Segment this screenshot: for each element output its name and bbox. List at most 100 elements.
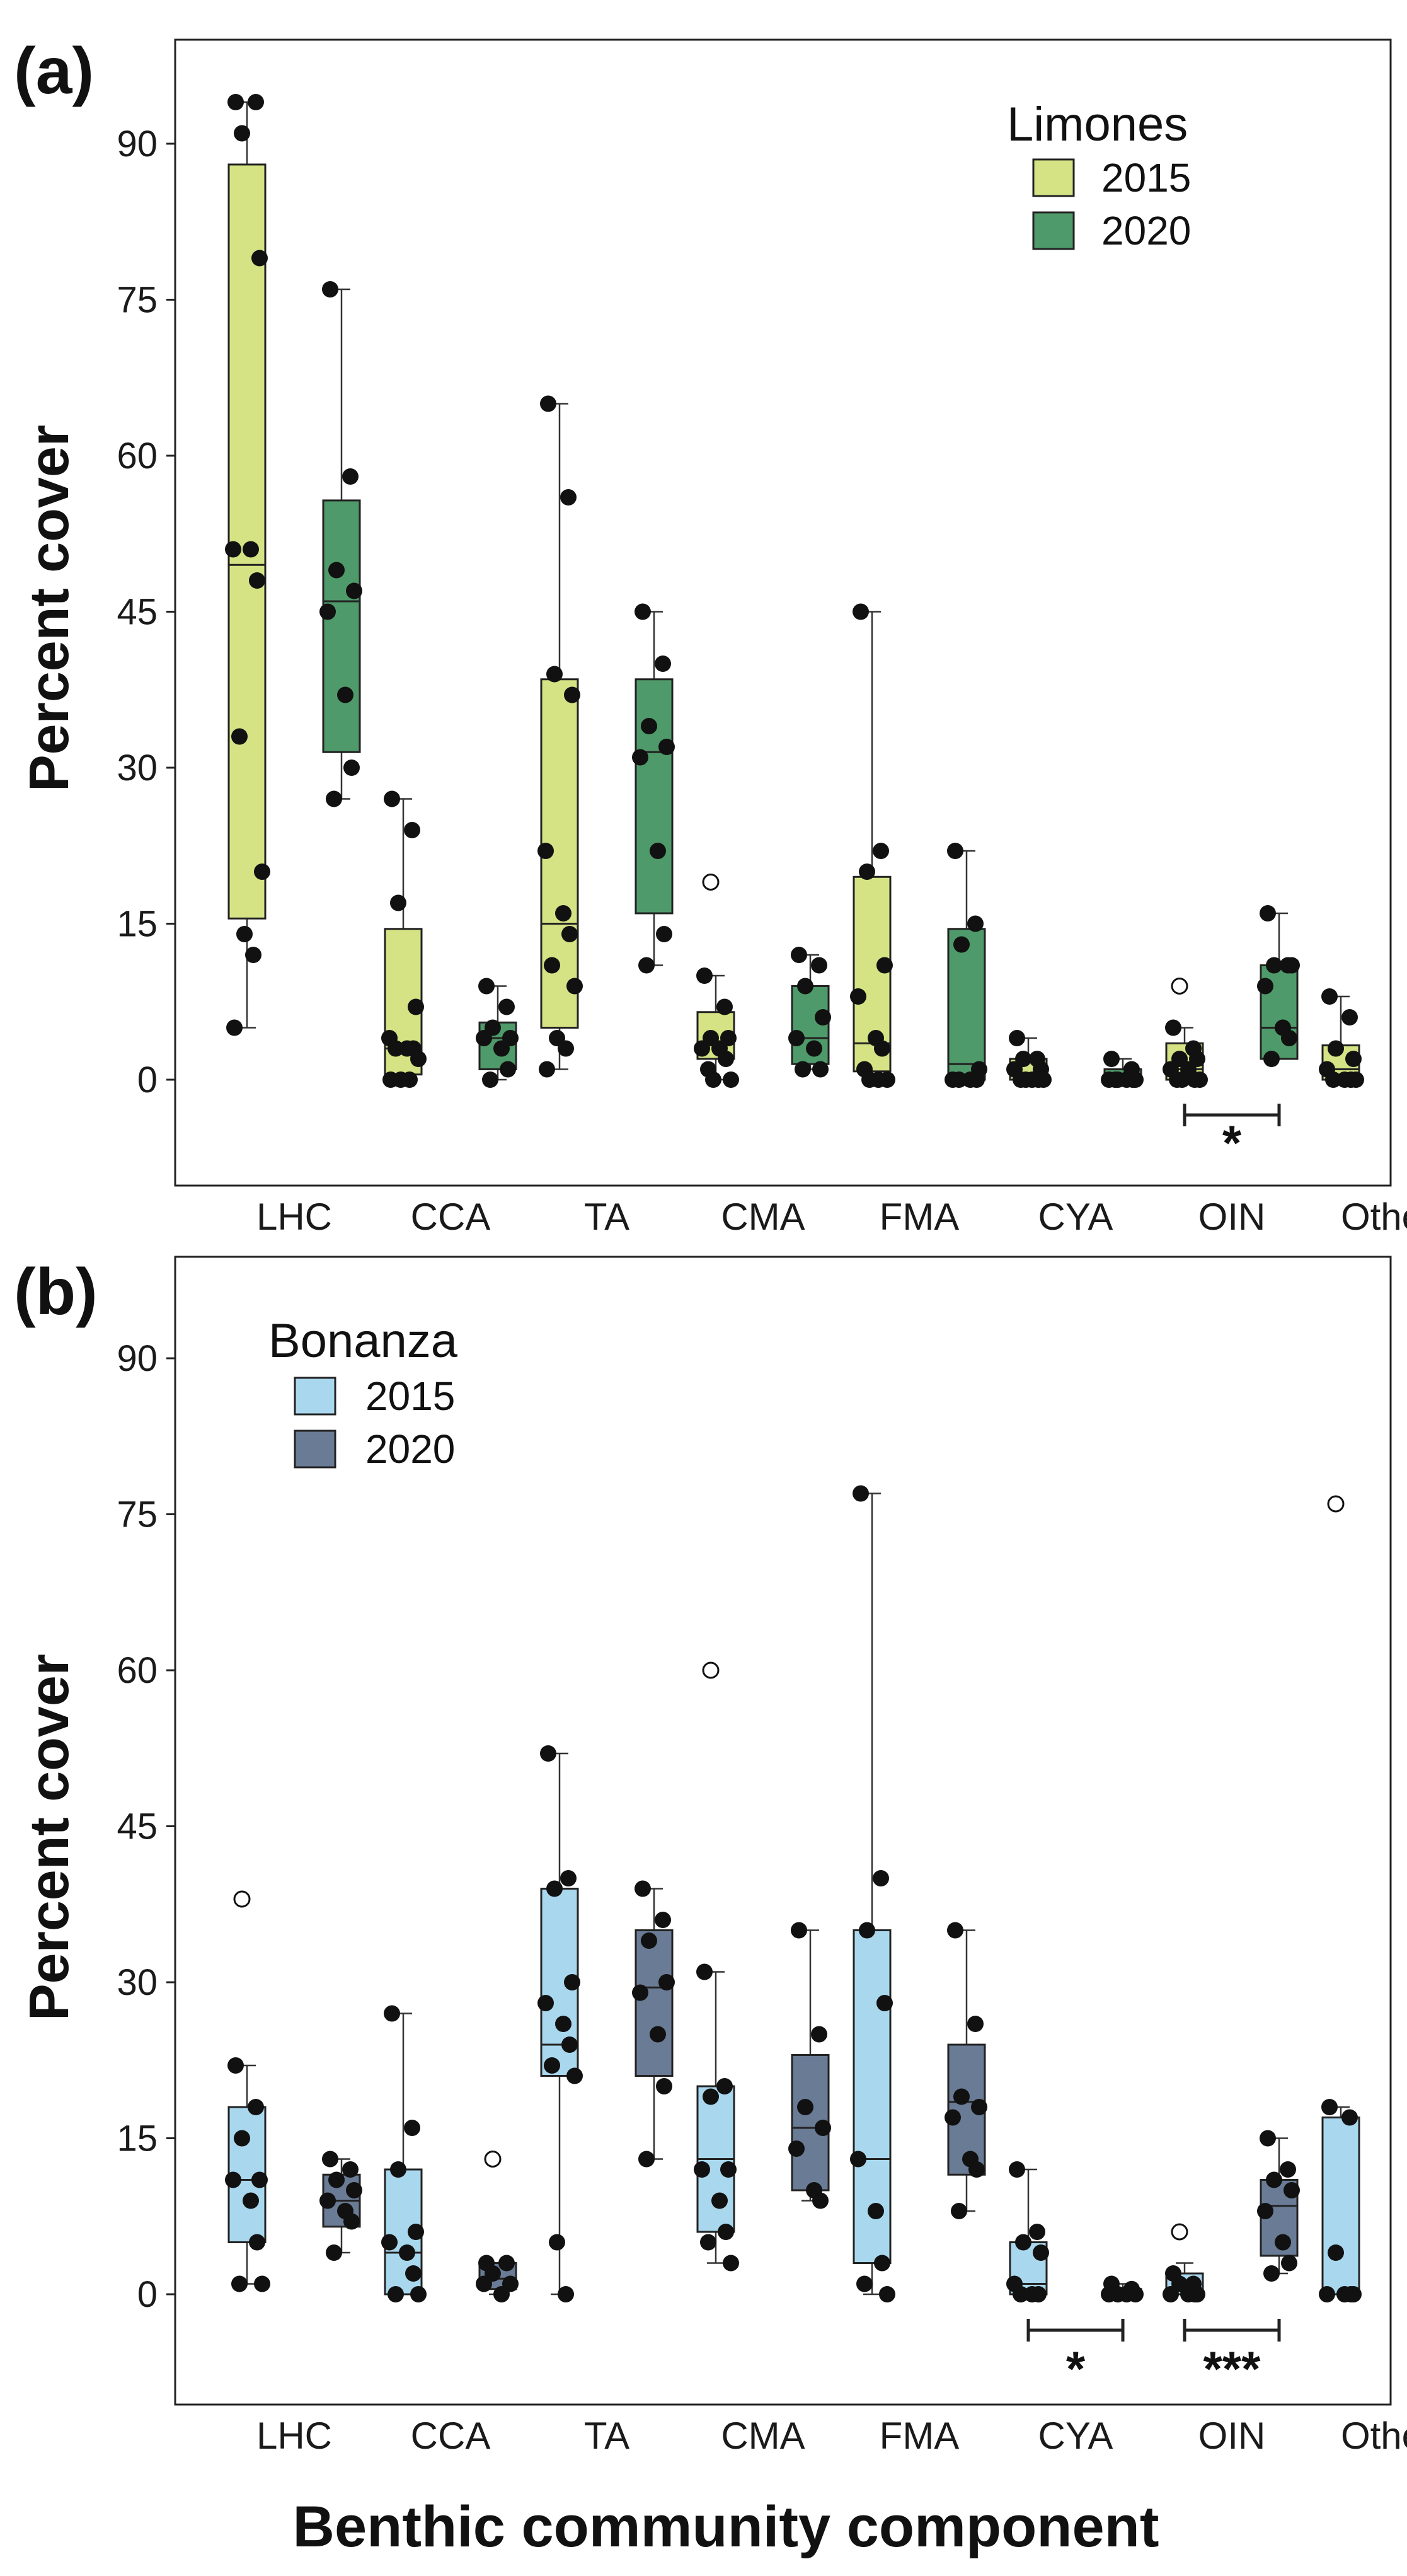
box-b-cca-2015-point <box>405 2265 422 2282</box>
box-a-lhc-2020-point <box>326 790 342 807</box>
box-a-cca-2015-point <box>404 822 420 838</box>
box-a-lhc-2020-point <box>322 281 338 297</box>
box-a-oin-2020-point <box>1257 978 1273 995</box>
box-b-lhc-2015-point <box>225 2171 241 2188</box>
box-a-ta-2015-point <box>539 1061 555 1078</box>
box-b-other-2015-outlier <box>1327 1495 1345 1513</box>
box-b-fma-2015-point <box>853 1485 869 1502</box>
box-a-other-2015-point <box>1325 1071 1341 1088</box>
box-b-ta-2020-iqr <box>635 1929 674 2077</box>
box-a-cya-2020-point <box>1107 1071 1123 1088</box>
y-tick-label-a-30: 30 <box>117 748 158 788</box>
y-axis-title-a: Percent cover <box>18 425 80 792</box>
x-tick-label-a-lhc: LHC <box>256 1196 332 1238</box>
box-b-oin-2015-point <box>1163 2286 1179 2302</box>
box-a-cca-2020-point <box>476 1030 492 1046</box>
box-b-oin-2020-point <box>1260 2130 1276 2147</box>
y-tick-label-b-15: 15 <box>117 2118 158 2159</box>
box-b-ta-2015-point <box>549 2234 565 2251</box>
box-a-oin-2020-point <box>1263 1051 1280 1067</box>
box-b-lhc-2020-point <box>328 2171 345 2188</box>
box-b-fma-2020-point <box>953 2088 970 2105</box>
box-a-fma-2020-point <box>967 915 984 932</box>
box-b-fma-2015-point <box>868 2203 884 2219</box>
box-b-cca-2015-point <box>384 2005 400 2022</box>
box-a-ta-2015-point <box>564 686 580 703</box>
box-a-fma-2015-point <box>870 1071 887 1088</box>
box-a-cya-2020-point <box>1103 1051 1120 1067</box>
box-a-lhc-2020-point <box>342 468 359 485</box>
box-b-cma-2015-point <box>703 2088 719 2105</box>
y-tick-label-a-0: 0 <box>137 1060 158 1100</box>
box-b-cma-2015-point <box>720 2161 737 2178</box>
box-a-lhc-2015-point <box>243 541 259 558</box>
box-b-lhc-2015-point <box>231 2275 248 2292</box>
box-a-cma-2015-point <box>696 967 713 984</box>
legend-label-b-2020: 2020 <box>365 1426 455 1472</box>
box-a-oin-2015-point <box>1192 1071 1208 1088</box>
box-b-lhc-2020-point <box>322 2151 338 2168</box>
box-a-ta-2015-point <box>540 395 556 412</box>
x-tick-label-a-cca: CCA <box>411 1196 491 1238</box>
box-b-other-2015-point <box>1328 2244 1344 2261</box>
box-b-cma-2015-point <box>723 2255 739 2272</box>
box-a-fma-2015-point <box>859 863 875 880</box>
x-tick-label-b-ta: TA <box>584 2415 629 2457</box>
box-b-oin-2020-point <box>1284 2182 1300 2198</box>
box-a-lhc-2020-point <box>328 562 345 579</box>
x-tick-label-a-fma: FMA <box>880 1196 960 1238</box>
box-a-ta-2015-point <box>560 489 577 505</box>
box-b-fma-2015-point <box>874 2255 890 2272</box>
x-tick-label-a-ta: TA <box>584 1196 629 1238</box>
box-b-ta-2015-point <box>540 1745 556 1762</box>
box-b-ta-2020-point <box>641 1932 657 1949</box>
panel-b: (b) Percent cover 0 15 30 45 60 75 90 LHC CCA TA C… <box>14 1256 1407 2457</box>
box-a-ta-2015-point <box>544 957 560 974</box>
box-a-cya-2015-point <box>1018 1071 1034 1088</box>
box-a-fma-2020-point <box>953 936 970 953</box>
box-a-cma-2020-point <box>806 1040 822 1057</box>
legend-b: Bonanza 2015 2020 <box>268 1314 458 1472</box>
box-b-ta-2020-point <box>655 1912 671 1928</box>
x-tick-label-b-fma: FMA <box>880 2415 960 2457</box>
box-b-ta-2015-point <box>560 1870 577 1886</box>
box-a-ta-2020-point <box>641 718 657 734</box>
y-tick-label-a-60: 60 <box>117 436 158 477</box>
box-b-other-2015-point <box>1321 2099 1338 2115</box>
box-b-fma-2020-point <box>947 1922 963 1939</box>
box-b-fma-2020-point <box>945 2109 961 2126</box>
box-a-lhc-2015-point <box>231 728 248 745</box>
x-tick-label-b-other: Other <box>1341 2415 1407 2457</box>
box-a-cca-2020-point <box>482 1071 498 1088</box>
legend-label-a-2020: 2020 <box>1101 208 1191 253</box>
legend-a: Limones 2015 2020 <box>1007 98 1191 253</box>
box-a-lhc-2015-point <box>249 572 265 589</box>
box-a-lhc-2015-point <box>234 125 250 142</box>
box-b-other-2015-point <box>1343 2286 1359 2302</box>
box-a-ta-2020-point <box>635 603 651 620</box>
box-a-lhc-2020-point <box>346 582 362 599</box>
box-a-lhc-2015-point <box>227 94 244 110</box>
box-a-cma-2020-point <box>811 957 827 974</box>
box-b-fma-2020-point <box>951 2203 967 2219</box>
box-b-cca-2015-point <box>399 2244 415 2261</box>
box-a-cma-2015-point <box>694 1040 710 1057</box>
box-b-cma-2020-point <box>812 2192 829 2209</box>
box-a-ta-2020-point <box>638 957 655 974</box>
box-b-ta-2015-point <box>546 1880 563 1897</box>
box-a-lhc-2020-point <box>337 686 353 703</box>
x-tick-label-a-other: Other <box>1341 1196 1407 1238</box>
x-tick-label-a-cya: CYA <box>1038 1196 1113 1238</box>
box-a-fma-2015-point <box>876 957 893 974</box>
plot-area-b: 0153045607590LHCCCATACMAFMACYAOINOther**… <box>117 1256 1407 2457</box>
box-a-lhc-2020-point <box>343 760 360 776</box>
box-b-lhc-2015-point <box>249 2234 265 2251</box>
box-b-oin-2020-point <box>1257 2203 1273 2219</box>
y-axis-title-b: Percent cover <box>18 1654 80 2021</box>
box-b-oin-2020-point <box>1280 2161 1296 2178</box>
box-a-other-2015-point <box>1328 1040 1344 1057</box>
box-b-cma-2015-point <box>700 2234 716 2251</box>
box-b-lhc-2015-point <box>234 2130 250 2147</box>
box-b-lhc-2015-point <box>254 2275 270 2292</box>
